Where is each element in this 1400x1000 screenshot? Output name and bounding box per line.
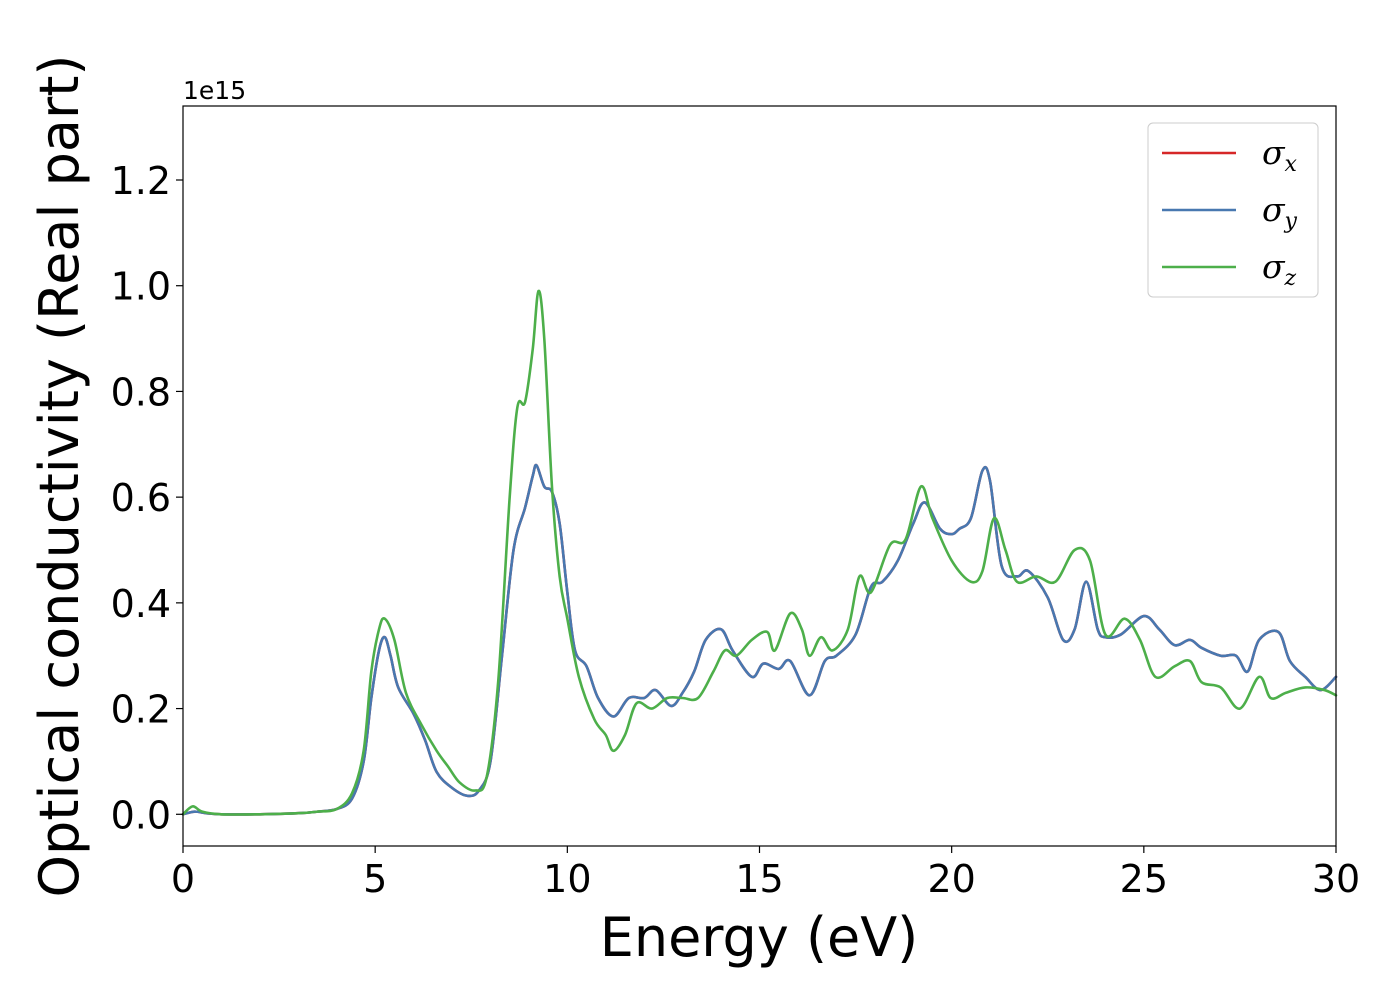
y-offset-label: 1e15 [183,76,246,105]
x-tick-label: 30 [1312,857,1360,901]
legend-label-y: σy [1262,190,1298,234]
y-tick-label: 0.2 [111,688,171,732]
x-tick-label: 10 [543,857,591,901]
legend: σx σy σz [1147,122,1319,298]
y-tick-label: 1.0 [111,265,171,309]
legend-label-z: σz [1262,247,1297,291]
series-line-y [181,463,1338,816]
y-tick-label: 0.8 [111,370,171,414]
x-tick-label: 15 [735,857,783,901]
series-line-x [181,463,1338,816]
x-axis: 0 5 10 15 20 25 30 [171,846,1360,901]
y-tick-label: 0.6 [111,476,171,520]
x-tick-label: 0 [171,857,195,901]
x-tick-label: 25 [1120,857,1168,901]
series-line-z [181,289,1338,816]
legend-label-x: σx [1262,133,1298,177]
x-axis-title: Energy (eV) [600,906,919,969]
y-tick-label: 0.4 [111,582,171,626]
series-layer [181,289,1338,816]
y-tick-label: 1.2 [111,159,171,203]
y-axis-title: Optical conductivity (Real part) [28,55,91,898]
x-tick-label: 20 [927,857,975,901]
y-axis: 0.0 0.2 0.4 0.6 0.8 1.0 1.2 [111,159,183,837]
x-tick-label: 5 [363,857,387,901]
y-tick-label: 0.0 [111,793,171,837]
